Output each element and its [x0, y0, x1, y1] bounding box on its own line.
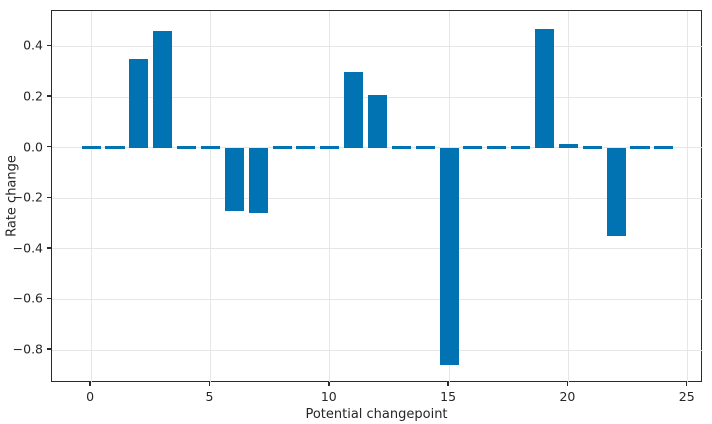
y-tick-mark	[47, 44, 51, 47]
x-gridline	[687, 11, 689, 383]
zero-dash-bar	[296, 146, 316, 149]
y-tick-label: −0.6	[12, 290, 43, 306]
zero-dash-bar	[463, 146, 483, 149]
y-tick-label: 0.4	[23, 37, 43, 53]
zero-dash-bar	[200, 146, 220, 149]
y-gridline	[52, 197, 703, 199]
x-tick-label: 25	[678, 389, 695, 404]
x-tick-label: 15	[440, 389, 457, 404]
zero-dash-bar	[654, 146, 674, 149]
bar	[248, 147, 268, 214]
x-gridline	[209, 11, 211, 383]
plot-area	[51, 10, 703, 383]
x-tick-label: 0	[86, 389, 95, 404]
bar	[439, 147, 459, 366]
zero-dash-bar	[415, 146, 435, 149]
x-tick-mark	[328, 382, 330, 386]
x-tick-mark	[566, 382, 569, 386]
x-tick-label: 20	[559, 389, 576, 404]
zero-dash-bar	[511, 146, 531, 149]
x-gridline	[329, 11, 331, 383]
zero-dash-bar	[272, 146, 292, 149]
x-tick-label: 10	[320, 389, 337, 404]
zero-dash-bar	[177, 146, 197, 149]
y-tick-mark	[47, 145, 51, 148]
x-tick-mark	[208, 382, 211, 386]
zero-dash-bar	[320, 146, 340, 149]
zero-dash-bar	[391, 146, 411, 149]
x-tick-mark	[447, 382, 449, 386]
y-tick-label: 0.2	[23, 88, 43, 104]
bar	[224, 147, 244, 211]
zero-dash-bar	[105, 146, 125, 149]
x-gridline	[567, 11, 569, 383]
y-tick-label: 0.0	[23, 139, 43, 155]
y-gridline	[52, 298, 703, 300]
y-tick-mark	[47, 247, 51, 249]
y-gridline	[52, 349, 703, 351]
x-axis-label: Potential changepoint	[305, 407, 448, 422]
x-gridline	[90, 11, 92, 383]
x-tick-label: 5	[205, 389, 214, 404]
zero-dash-bar	[487, 146, 507, 149]
y-tick-label: −0.8	[12, 341, 43, 357]
bar	[344, 71, 364, 148]
y-gridline	[52, 147, 703, 149]
y-tick-mark	[47, 297, 51, 300]
y-tick-mark	[47, 196, 51, 198]
y-gridline	[52, 45, 703, 47]
zero-dash-bar	[630, 146, 650, 149]
bar	[367, 94, 388, 148]
x-tick-mark	[685, 382, 688, 386]
bar	[606, 147, 626, 237]
y-tick-mark	[47, 95, 51, 97]
bar	[558, 143, 578, 148]
bar	[535, 28, 555, 148]
y-tick-mark	[47, 348, 51, 350]
y-axis-label: Rate change	[4, 155, 20, 237]
x-tick-mark	[89, 382, 91, 386]
y-tick-label: −0.4	[12, 240, 43, 256]
zero-dash-bar	[81, 146, 101, 149]
y-tick-label: −0.2	[12, 189, 43, 205]
bar	[129, 59, 149, 148]
y-gridline	[52, 248, 703, 250]
zero-dash-bar	[582, 146, 602, 149]
bar	[153, 31, 173, 148]
